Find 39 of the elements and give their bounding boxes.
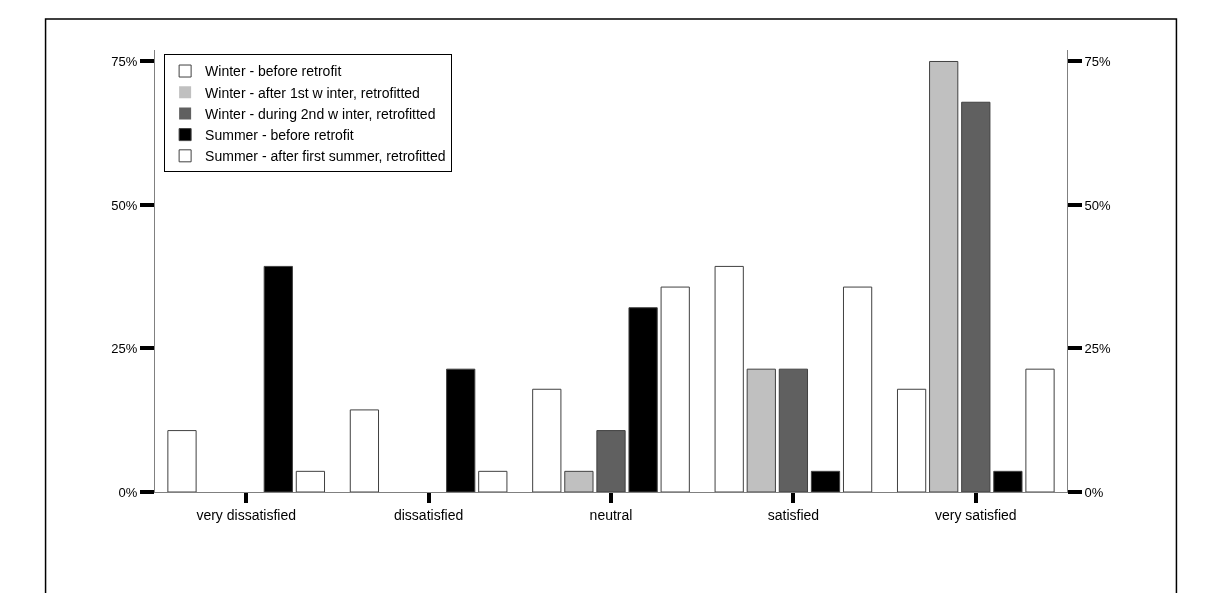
x-tick-label: very satisfied bbox=[934, 506, 1017, 523]
bar bbox=[564, 470, 594, 492]
x-tick-label: satisfied bbox=[767, 506, 820, 523]
y-tick-label: 50% bbox=[111, 197, 138, 213]
legend-label: Winter - during 2nd w inter, retrofitted bbox=[205, 105, 436, 122]
bar bbox=[993, 470, 1023, 492]
bar bbox=[929, 60, 959, 492]
y2-tick-label: 25% bbox=[1084, 341, 1112, 357]
y-tick-label: 25% bbox=[111, 341, 138, 357]
bar bbox=[714, 265, 744, 492]
bar bbox=[349, 409, 380, 492]
bar bbox=[896, 388, 927, 492]
bar bbox=[295, 470, 326, 492]
bar bbox=[596, 430, 626, 492]
bar bbox=[446, 368, 476, 492]
bar bbox=[810, 470, 841, 492]
bar bbox=[478, 470, 508, 492]
legend-label: Winter - before retrofit bbox=[205, 63, 342, 80]
legend-label: Summer - before retrofit bbox=[205, 127, 354, 144]
x-tick-label: very dissatisfied bbox=[196, 506, 296, 523]
legend-label: Winter - after 1st w inter, retrofitted bbox=[205, 84, 420, 101]
legend-label: Summer - after first summer, retrofitted bbox=[205, 148, 446, 165]
bar bbox=[961, 101, 991, 492]
bar bbox=[660, 286, 690, 492]
bar bbox=[778, 368, 809, 492]
bar bbox=[263, 265, 293, 492]
y2-tick-label: 0% bbox=[1084, 484, 1104, 500]
x-tick-label: dissatisfied bbox=[393, 506, 464, 523]
bar bbox=[842, 286, 873, 492]
bar bbox=[532, 388, 562, 492]
x-tick-label: neutral bbox=[589, 506, 633, 523]
bar bbox=[628, 307, 658, 492]
bar bbox=[1025, 368, 1055, 492]
bar bbox=[167, 430, 197, 492]
y-tick-label: 75% bbox=[111, 54, 138, 70]
y2-tick-label: 75% bbox=[1084, 54, 1112, 70]
bar bbox=[746, 368, 776, 492]
y-tick-label: 0% bbox=[118, 484, 138, 500]
y2-tick-label: 50% bbox=[1084, 197, 1112, 213]
